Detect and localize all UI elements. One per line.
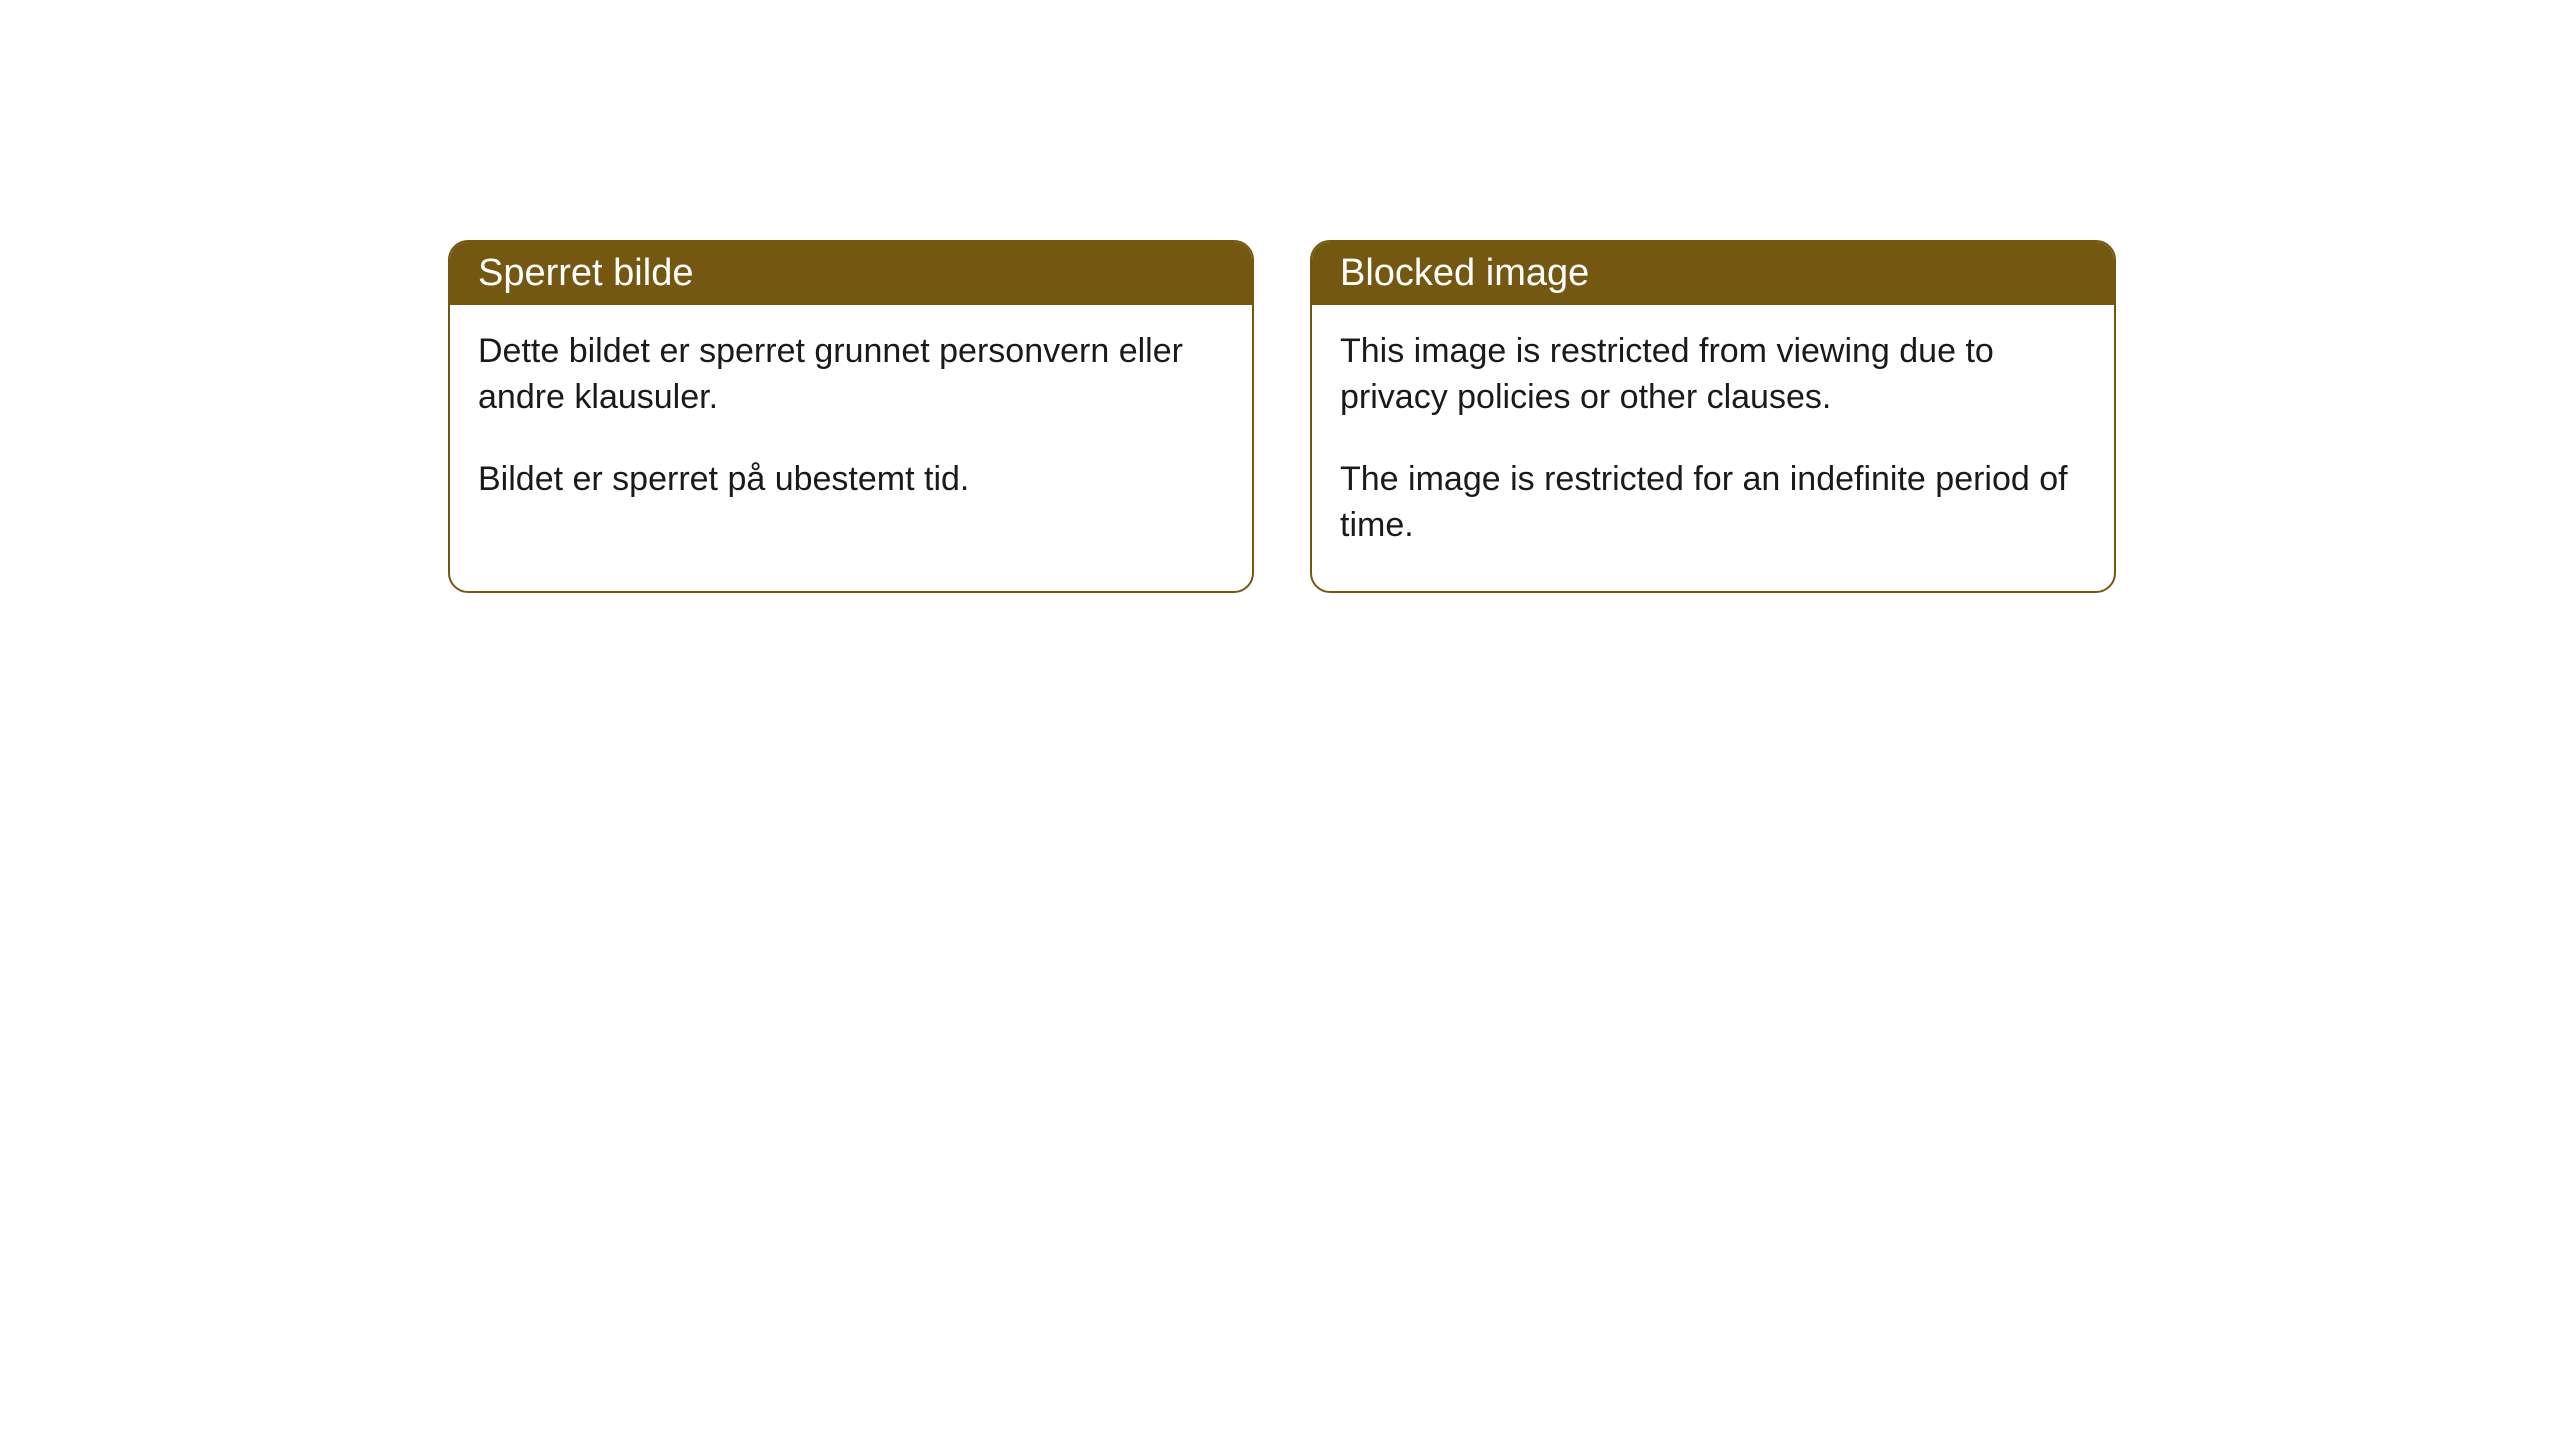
notice-card-norwegian: Sperret bilde Dette bildet er sperret gr… <box>448 240 1254 593</box>
card-paragraph-2: Bildet er sperret på ubestemt tid. <box>478 457 1224 503</box>
card-title: Blocked image <box>1340 252 1589 294</box>
card-body-norwegian: Dette bildet er sperret grunnet personve… <box>450 305 1252 545</box>
card-title: Sperret bilde <box>478 252 693 294</box>
card-paragraph-1: This image is restricted from viewing du… <box>1340 329 2086 421</box>
notice-cards-container: Sperret bilde Dette bildet er sperret gr… <box>448 240 2560 593</box>
card-header-english: Blocked image <box>1312 242 2114 305</box>
card-body-english: This image is restricted from viewing du… <box>1312 305 2114 591</box>
card-paragraph-2: The image is restricted for an indefinit… <box>1340 457 2086 549</box>
card-paragraph-1: Dette bildet er sperret grunnet personve… <box>478 329 1224 421</box>
card-header-norwegian: Sperret bilde <box>450 242 1252 305</box>
notice-card-english: Blocked image This image is restricted f… <box>1310 240 2116 593</box>
